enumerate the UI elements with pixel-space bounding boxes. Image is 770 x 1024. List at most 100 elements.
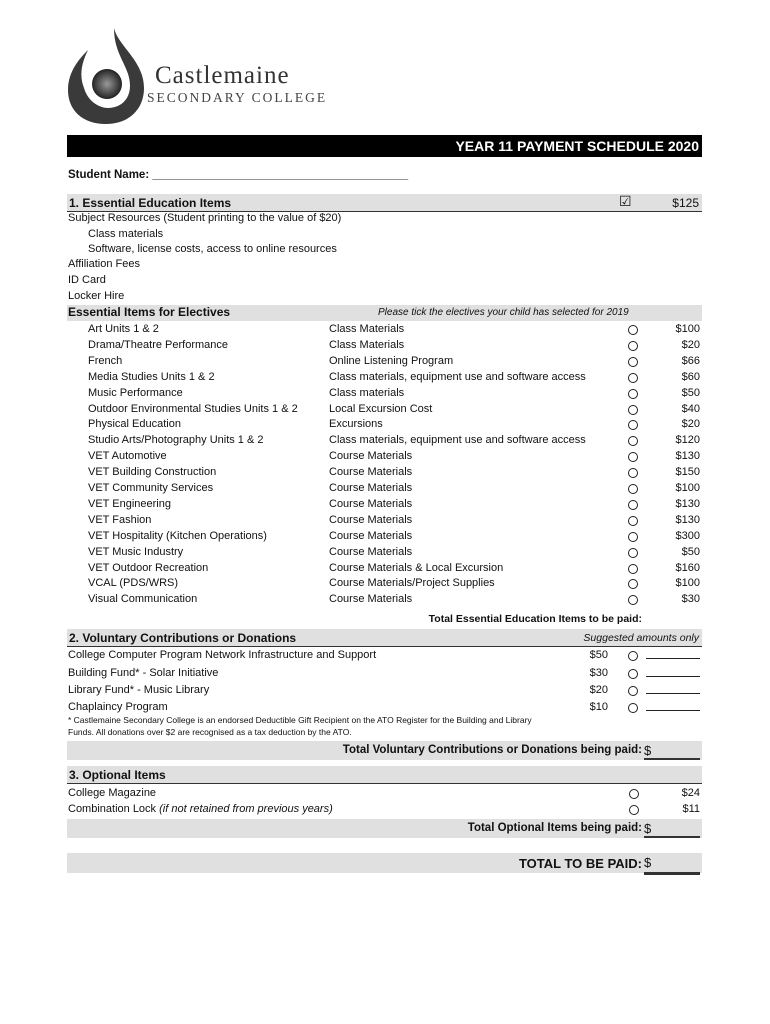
section-2-title: 2. Voluntary Contributions or Donations <box>69 631 297 645</box>
electives-total-label: Total Essential Education Items to be pa… <box>428 613 642 625</box>
radio-button[interactable] <box>628 703 638 713</box>
elective-name: VET Music Industry <box>88 545 184 558</box>
elective-price: $60 <box>681 370 700 383</box>
radio-button[interactable] <box>629 805 639 815</box>
section-2-total-field[interactable]: $ <box>644 743 700 760</box>
elective-row: Outdoor Environmental Studies Units 1 & … <box>67 402 702 418</box>
donation-amount-field[interactable] <box>646 683 700 694</box>
elective-row: VET Community Services Course Materials … <box>67 481 702 497</box>
radio-button[interactable] <box>628 468 638 479</box>
radio-button[interactable] <box>628 579 638 590</box>
elective-price: $50 <box>681 545 700 558</box>
radio-button[interactable] <box>628 563 638 574</box>
elective-row: VET Engineering Course Materials $130 <box>67 497 702 513</box>
elective-row: Visual Communication Course Materials $3… <box>67 592 702 608</box>
radio-button[interactable] <box>628 595 638 606</box>
elective-name: Art Units 1 & 2 <box>88 323 159 335</box>
elective-name: VET Community Services <box>88 482 214 494</box>
elective-description: Local Excursion Cost <box>329 402 433 415</box>
radio-button[interactable] <box>628 420 638 431</box>
section-2-header: 2. Voluntary Contributions or Donations … <box>67 629 702 647</box>
item-name: Combination Lock <box>68 803 157 815</box>
radio-button[interactable] <box>628 547 638 558</box>
item-price: $24 <box>681 787 700 799</box>
elective-description: Class materials, equipment use and softw… <box>329 370 586 383</box>
radio-button[interactable] <box>628 651 638 661</box>
donation-amount-field[interactable] <box>646 666 700 677</box>
item-label: Combination Lock (if not retained from p… <box>68 803 333 815</box>
elective-price: $20 <box>681 338 700 351</box>
elective-name: Physical Education <box>88 418 181 431</box>
student-name-field[interactable]: Student Name: __________________________… <box>68 169 409 181</box>
radio-button[interactable] <box>628 372 638 383</box>
section-3-total: Total Optional Items being paid: $ <box>67 819 702 838</box>
elective-name: VET Building Construction <box>88 466 217 479</box>
elective-description: Course Materials <box>329 513 413 526</box>
elective-row: Music Performance Class materials $50 <box>67 386 702 402</box>
elective-name: VCAL (PDS/WRS) <box>88 577 179 590</box>
elective-row: VCAL (PDS/WRS) Course Materials/Project … <box>67 576 702 592</box>
section-2-note: Suggested amounts only <box>583 632 699 644</box>
line-item: Affiliation Fees <box>68 258 140 270</box>
section-2-total: Total Voluntary Contributions or Donatio… <box>67 741 702 760</box>
radio-button[interactable] <box>629 789 639 799</box>
grand-total: TOTAL TO BE PAID: $ <box>67 853 702 875</box>
radio-button[interactable] <box>628 404 638 415</box>
elective-row: Drama/Theatre Performance Class Material… <box>67 338 702 354</box>
elective-price: $66 <box>681 354 700 367</box>
elective-name: VET Outdoor Recreation <box>88 561 209 574</box>
elective-name: VET Fashion <box>88 513 152 526</box>
donation-name: College Computer Program Network Infrast… <box>68 649 377 661</box>
radio-button[interactable] <box>628 356 638 367</box>
radio-button[interactable] <box>628 484 638 494</box>
donation-amount: $50 <box>589 649 608 661</box>
footnote: Funds. All donations over $2 are recogni… <box>68 727 352 737</box>
college-name: Castlemaine <box>155 62 290 89</box>
radio-button[interactable] <box>628 452 638 463</box>
section-1-header: 1. Essential Education Items ☑ $125 <box>67 193 702 212</box>
radio-button[interactable] <box>628 686 638 696</box>
radio-button[interactable] <box>628 436 638 447</box>
line-item: Software, license costs, access to onlin… <box>88 243 337 255</box>
page-title: YEAR 11 PAYMENT SCHEDULE 2020 <box>67 135 702 157</box>
radio-button[interactable] <box>628 499 638 510</box>
checkbox-checked-icon[interactable]: ☑ <box>619 193 632 209</box>
electives-title: Essential Items for Electives <box>68 305 231 319</box>
donation-amount-field[interactable] <box>646 700 700 711</box>
elective-name: Visual Communication <box>88 593 198 606</box>
elective-description: Course Materials & Local Excursion <box>329 561 504 574</box>
radio-button[interactable] <box>628 531 638 542</box>
elective-description: Course Materials <box>329 466 413 479</box>
elective-description: Class Materials <box>329 323 405 335</box>
section-3-header: 3. Optional Items <box>67 766 702 784</box>
elective-description: Course Materials <box>329 497 413 510</box>
grand-total-field[interactable]: $ <box>644 855 700 875</box>
elective-price: $130 <box>675 497 700 510</box>
elective-row: VET Automotive Course Materials $130 <box>67 449 702 465</box>
donation-amount: $20 <box>589 684 608 696</box>
section-3-total-field[interactable]: $ <box>644 821 700 838</box>
line-item: Locker Hire <box>68 290 125 302</box>
radio-button[interactable] <box>628 669 638 679</box>
donation-name: Chaplaincy Program <box>68 701 168 713</box>
elective-name: Media Studies Units 1 & 2 <box>88 370 215 383</box>
radio-button[interactable] <box>628 388 638 399</box>
elective-description: Online Listening Program <box>329 354 454 367</box>
elective-name: VET Hospitality (Kitchen Operations) <box>88 529 267 542</box>
grand-total-label: TOTAL TO BE PAID: <box>518 856 642 871</box>
donation-row: Library Fund* - Music Library $20 <box>67 683 702 699</box>
elective-row: French Online Listening Program $66 <box>67 354 702 370</box>
donation-amount-field[interactable] <box>646 648 700 659</box>
radio-button[interactable] <box>628 340 638 351</box>
elective-row: VET Hospitality (Kitchen Operations) Cou… <box>67 529 702 545</box>
item-price: $11 <box>682 803 700 815</box>
elective-price: $100 <box>675 577 700 590</box>
elective-name: Studio Arts/Photography Units 1 & 2 <box>88 434 264 447</box>
radio-button[interactable] <box>628 515 638 526</box>
radio-button[interactable] <box>628 325 638 335</box>
elective-description: Course Materials <box>329 545 413 558</box>
elective-price: $20 <box>681 418 700 431</box>
section-1-price: $125 <box>672 196 699 210</box>
elective-description: Excursions <box>329 418 383 431</box>
elective-row: VET Music Industry Course Materials $50 <box>67 545 702 561</box>
